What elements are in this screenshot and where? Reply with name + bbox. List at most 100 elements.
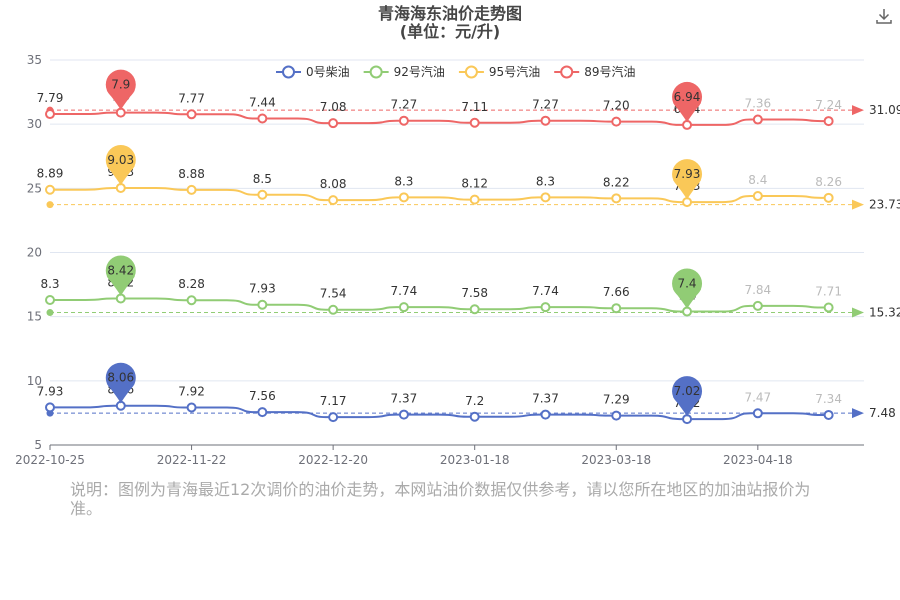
average-line-start xyxy=(46,309,54,317)
data-point xyxy=(540,115,551,126)
data-point xyxy=(611,116,622,127)
legend-label: 92号汽油 xyxy=(394,64,445,79)
data-point xyxy=(257,407,268,418)
average-line-arrow xyxy=(852,105,864,116)
data-point xyxy=(186,295,197,306)
data-point xyxy=(469,194,480,205)
grid-lines xyxy=(50,59,864,382)
data-label: 7.77 xyxy=(178,91,205,105)
data-point xyxy=(540,302,551,313)
data-label: 8.12 xyxy=(461,177,488,191)
marker-pin xyxy=(672,81,703,112)
y-tick-label: 15 xyxy=(27,310,42,324)
data-point xyxy=(186,184,197,195)
data-point xyxy=(398,302,409,313)
data-point xyxy=(186,402,197,413)
data-label: 7.56 xyxy=(249,389,276,403)
data-point xyxy=(540,192,551,203)
y-tick-label: 30 xyxy=(27,117,42,131)
data-label: 8.28 xyxy=(178,277,205,291)
x-tick-label: 2023-04-18 xyxy=(723,453,793,467)
data-point xyxy=(45,184,55,195)
legend-symbol xyxy=(282,65,295,79)
marker-pin xyxy=(672,376,703,407)
data-label: 7.27 xyxy=(391,98,418,112)
chart-note: 说明：图例为青海最近12次调价的油价走势，本网站油价数据仅供参考，请以您所在地区… xyxy=(70,480,811,518)
x-tick-label: 2023-03-18 xyxy=(581,453,651,467)
data-point xyxy=(469,117,480,128)
data-point xyxy=(752,114,763,125)
data-label: 8.5 xyxy=(253,172,272,186)
average-label: 15.32 xyxy=(869,306,900,320)
data-label: 7.11 xyxy=(461,100,488,114)
data-point xyxy=(257,113,268,124)
data-point xyxy=(752,408,763,419)
data-label: 7.44 xyxy=(249,96,276,110)
average-label: 7.48 xyxy=(869,406,896,420)
data-point xyxy=(328,195,339,206)
marker-pin-label: 8.06 xyxy=(107,371,134,385)
legend-item[interactable]: 95号汽油 xyxy=(458,64,540,79)
data-point xyxy=(398,409,409,420)
x-tick-label: 2022-11-22 xyxy=(157,453,227,467)
average-label: 31.09 xyxy=(869,103,900,117)
marker-pin xyxy=(105,144,136,175)
data-point xyxy=(611,410,622,421)
data-point xyxy=(257,189,268,200)
data-label: 7.54 xyxy=(320,287,347,301)
data-label: 7.20 xyxy=(603,99,630,113)
legend-label: 0号柴油 xyxy=(306,65,350,79)
axes: 5 10 15 20 25 30 35 2022-10-25 2022-11-22 2022-12… xyxy=(15,53,864,467)
data-point xyxy=(328,412,339,423)
marker-pin-label: 7.9 xyxy=(111,78,130,92)
data-label: 7.34 xyxy=(815,392,842,406)
marker-pin xyxy=(105,255,136,286)
data-point xyxy=(823,302,834,313)
marker-pin xyxy=(105,362,136,393)
data-label: 8.3 xyxy=(40,277,59,291)
marker-pin-label: 8.42 xyxy=(107,263,134,277)
data-point xyxy=(186,109,197,120)
y-tick-label: 10 xyxy=(27,374,42,388)
legend-item[interactable]: 92号汽油 xyxy=(363,64,445,79)
data-label: 8.26 xyxy=(815,175,842,189)
data-label: 7.24 xyxy=(815,98,842,112)
average-line-arrow xyxy=(852,307,864,318)
legend[interactable]: 0号柴油 92号汽油 95号汽油 89号汽油 xyxy=(276,64,635,79)
marker-pin xyxy=(672,268,703,299)
data-labels: 7.93 8.06 7.92 7.56 7.17 7.37 7.2 7.37 7.29 7.02 7… xyxy=(37,90,842,410)
average-line-arrow xyxy=(852,408,864,419)
y-tick-label: 35 xyxy=(27,53,42,67)
average-line-start xyxy=(46,201,54,209)
average-lines: 7.48 15.32 23.73 31.09 xyxy=(46,103,900,420)
data-label: 7.71 xyxy=(815,285,842,299)
average-label: 23.73 xyxy=(869,198,900,212)
data-label: 8.4 xyxy=(748,173,767,187)
data-label: 7.37 xyxy=(391,392,418,406)
legend-symbol xyxy=(369,65,383,79)
chart-title: 青海海东油价走势图 xyxy=(378,4,522,23)
series-group xyxy=(45,107,834,425)
legend-symbol xyxy=(464,65,478,79)
data-point xyxy=(752,191,763,202)
data-point xyxy=(823,192,834,203)
y-tick-label: 5 xyxy=(34,438,42,452)
data-label: 8.3 xyxy=(394,174,413,188)
chart-subtitle: (单位：元/升) xyxy=(400,22,500,41)
data-label: 7.08 xyxy=(320,100,347,114)
data-label: 7.93 xyxy=(249,282,276,296)
max-min-markers: 8.06 7.02 8.42 7.4 9.03 7.93 7.9 6.94 xyxy=(105,69,703,418)
data-point xyxy=(823,409,834,420)
data-point xyxy=(257,299,268,310)
legend-item[interactable]: 89号汽油 xyxy=(554,64,635,79)
legend-item[interactable]: 0号柴油 xyxy=(276,65,350,79)
data-label: 7.36 xyxy=(744,97,771,111)
data-label: 8.22 xyxy=(603,175,630,189)
marker-pin xyxy=(672,159,703,190)
data-label: 8.88 xyxy=(178,167,205,181)
data-label: 7.74 xyxy=(532,284,559,298)
data-label: 7.2 xyxy=(465,394,484,408)
download-icon[interactable] xyxy=(874,6,894,26)
data-point xyxy=(398,115,409,126)
data-point xyxy=(45,294,55,305)
